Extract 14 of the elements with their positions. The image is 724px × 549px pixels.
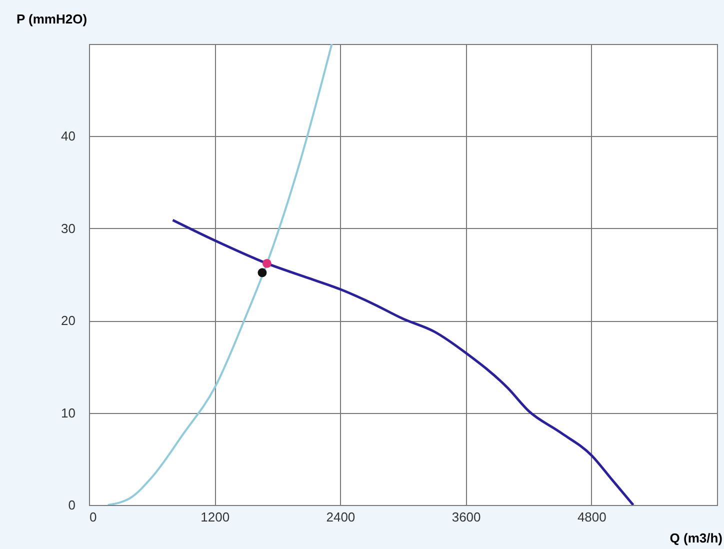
y-tick-label: 20 xyxy=(61,313,76,328)
x-tick-label: 3600 xyxy=(452,510,481,524)
x-tick-label: 2400 xyxy=(326,510,356,524)
x-axis-title: Q (m3/h) xyxy=(670,530,722,546)
line-series xyxy=(171,218,635,505)
line-series xyxy=(106,44,333,505)
y-tick-label: 40 xyxy=(61,128,76,144)
x-tick-label: 4800 xyxy=(577,510,606,524)
y-tick-label: 30 xyxy=(61,220,76,236)
x-tick-label: 0 xyxy=(90,510,97,524)
x-tick-label: 1200 xyxy=(200,510,230,524)
y-tick-label: 10 xyxy=(61,405,76,420)
y-axis-title: P (mmH2O) xyxy=(16,12,88,26)
y-tick-label: 0 xyxy=(68,498,76,512)
